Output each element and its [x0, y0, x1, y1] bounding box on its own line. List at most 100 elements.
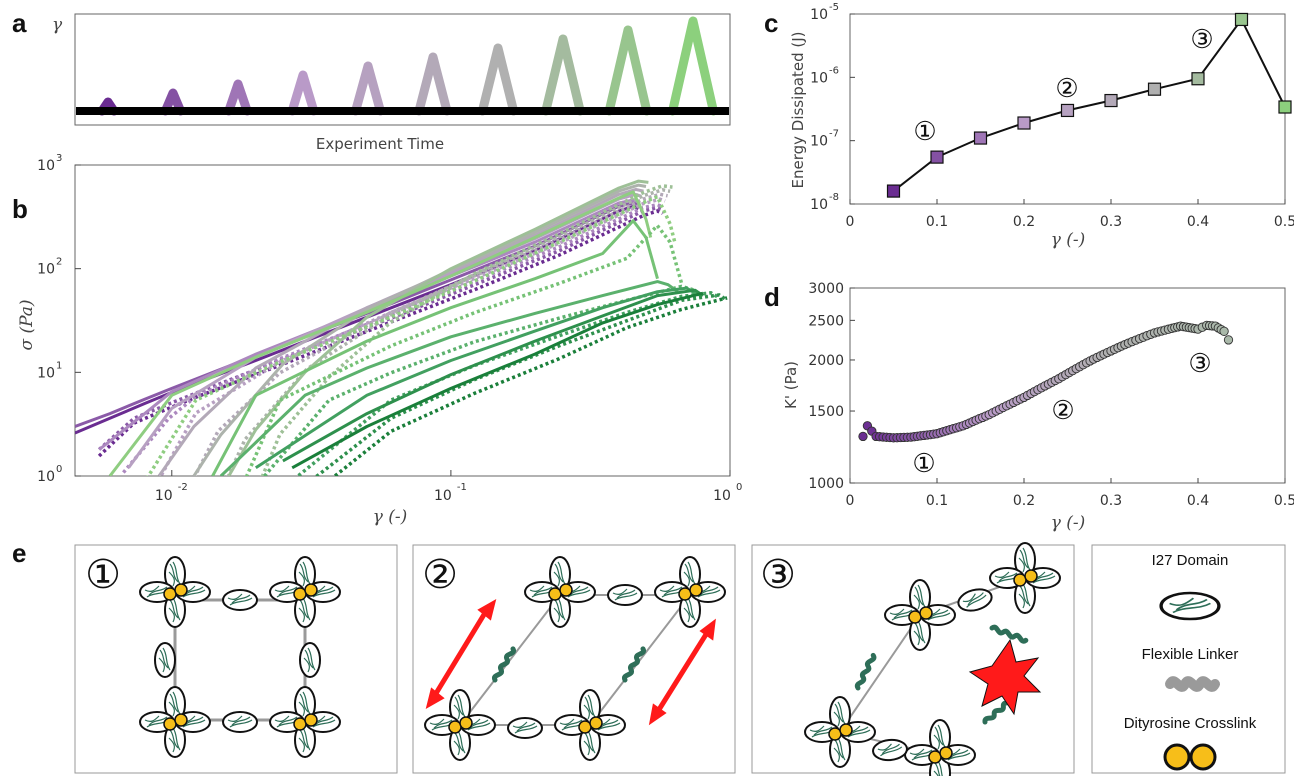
y-tick-exponent: 0: [56, 464, 62, 475]
schematic-2-label: ②: [422, 553, 458, 597]
y-tick-label: 10: [37, 469, 55, 485]
x-tick-label: 0.2: [1013, 493, 1035, 509]
y-tick-label: 10: [810, 197, 828, 213]
panel-d-ylabel: K' (Pa): [782, 361, 800, 409]
energy-line: [892, 17, 1286, 192]
x-tick-exponent: -2: [178, 482, 188, 493]
x-tick-label: 0: [846, 214, 855, 230]
y-tick-label: 10: [37, 262, 55, 278]
stress-curve-solid: [211, 219, 659, 476]
stress-curve-dotted: [262, 284, 703, 476]
panel-c-annotation-3: ③: [1190, 24, 1213, 54]
panel-a-ylabel: γ: [52, 15, 63, 35]
x-tick-label: 0.3: [1100, 214, 1122, 230]
schematic-legend: I27 Domain Flexible Linker Dityrosine Cr…: [1091, 544, 1286, 774]
panel-d-annotation-2: ②: [1051, 395, 1074, 425]
stress-curve-dotted: [314, 293, 729, 476]
panel-c-xlabel: γ (-): [1051, 230, 1086, 250]
rupture-star-icon: [968, 638, 1042, 716]
stress-curve-solid: [282, 288, 704, 463]
panel-label-b: b: [12, 194, 28, 224]
panel-a-frame: [74, 13, 731, 126]
panel-b-frame: [74, 164, 731, 477]
panel-label-d: d: [764, 282, 780, 312]
energy-marker: [1017, 116, 1031, 130]
strain-pulse: [604, 25, 652, 116]
panel-d-xlabel: γ (-): [1051, 513, 1086, 533]
stress-curve-dotted: [260, 184, 673, 476]
panel-b-xlabel: γ (-): [373, 507, 408, 527]
energy-marker: [1278, 100, 1292, 114]
y-tick-label: 10: [810, 7, 828, 23]
energy-marker: [930, 150, 944, 164]
x-tick-label: 10: [434, 488, 452, 504]
strain-pulse: [224, 79, 252, 116]
stress-curve-dotted: [158, 197, 666, 476]
legend-i27-label: I27 Domain: [1152, 552, 1229, 569]
panel-d-data: [858, 320, 1234, 443]
y-tick-label: 10: [810, 70, 828, 86]
y-tick-exponent: 3: [56, 153, 62, 164]
panel-label-e: e: [12, 538, 26, 568]
schematic-3-label: ③: [760, 553, 796, 597]
stress-curve-solid: [227, 179, 649, 476]
y-tick-exponent: -5: [829, 2, 839, 13]
energy-marker: [1104, 93, 1118, 108]
strain-pulse: [541, 34, 585, 116]
panel-c-annotation-2: ②: [1055, 73, 1078, 103]
x-tick-exponent: -1: [457, 482, 467, 493]
x-tick-label: 0.4: [1187, 493, 1209, 509]
x-tick-label: 10: [155, 488, 173, 504]
stress-curve-solid: [291, 291, 704, 470]
schematic-1-label: ①: [85, 553, 121, 597]
y-tick-label: 1500: [808, 404, 844, 420]
x-tick-label: 0.1: [926, 493, 948, 509]
x-tick-label: 0: [846, 493, 855, 509]
panel-d-annotation-3: ③: [1188, 348, 1211, 378]
x-tick-label: 0.3: [1100, 493, 1122, 509]
panel-c-annotation-1: ①: [913, 116, 936, 146]
y-tick-label: 10: [37, 365, 55, 381]
y-tick-label: 1000: [808, 476, 844, 492]
stress-curve-dotted: [97, 205, 664, 451]
strain-pulse: [160, 88, 186, 116]
stress-curve-solid: [127, 192, 642, 469]
panel-d-ticks: 0 0.1 0.2 0.3 0.4 0.5 1000 1500 2000 2500 3000: [808, 281, 1294, 509]
panel-label-a: a: [12, 8, 27, 38]
strain-pulse: [668, 16, 718, 116]
stress-curve-dotted: [146, 194, 677, 476]
stress-curve-dotted: [192, 192, 668, 476]
panel-d-frame: [849, 287, 1286, 484]
panel-b-series: [75, 179, 729, 476]
stress-curve-dotted: [244, 222, 684, 476]
i27-domain-icon: [1159, 591, 1221, 621]
x-tick-label: 0.1: [926, 214, 948, 230]
x-tick-label: 0.5: [1274, 493, 1294, 509]
x-tick-label: 0.4: [1187, 214, 1209, 230]
y-tick-label: 2000: [808, 353, 844, 369]
y-tick-exponent: -6: [829, 65, 839, 76]
y-tick-label: 2500: [808, 313, 844, 329]
panel-c-ticks: 0 0.1 0.2 0.3 0.4 0.510-810-710-610-5: [810, 2, 1294, 230]
y-tick-exponent: 1: [56, 360, 62, 371]
stress-curve-solid: [219, 280, 679, 476]
x-tick-label: 0.5: [1274, 214, 1294, 230]
y-tick-exponent: -7: [829, 129, 839, 140]
modulus-marker: [858, 431, 868, 442]
panel-label-c: c: [764, 8, 778, 38]
y-tick-label: 10: [810, 134, 828, 150]
energy-marker: [1147, 82, 1162, 96]
energy-marker: [1060, 103, 1075, 118]
flexible-linker-icon: [1165, 676, 1220, 692]
schematic-state-2: ②: [412, 544, 736, 774]
legend-crosslink-label: Dityrosine Crosslink: [1124, 715, 1257, 732]
y-tick-exponent: 2: [56, 257, 62, 268]
y-tick-exponent: -8: [829, 192, 839, 203]
energy-marker: [1234, 12, 1249, 27]
schematic-state-1: ①: [74, 544, 398, 774]
schematic-state-3: ③: [751, 543, 1075, 776]
dityrosine-crosslink-icon: [1163, 743, 1217, 771]
panel-c-data: [886, 12, 1292, 198]
